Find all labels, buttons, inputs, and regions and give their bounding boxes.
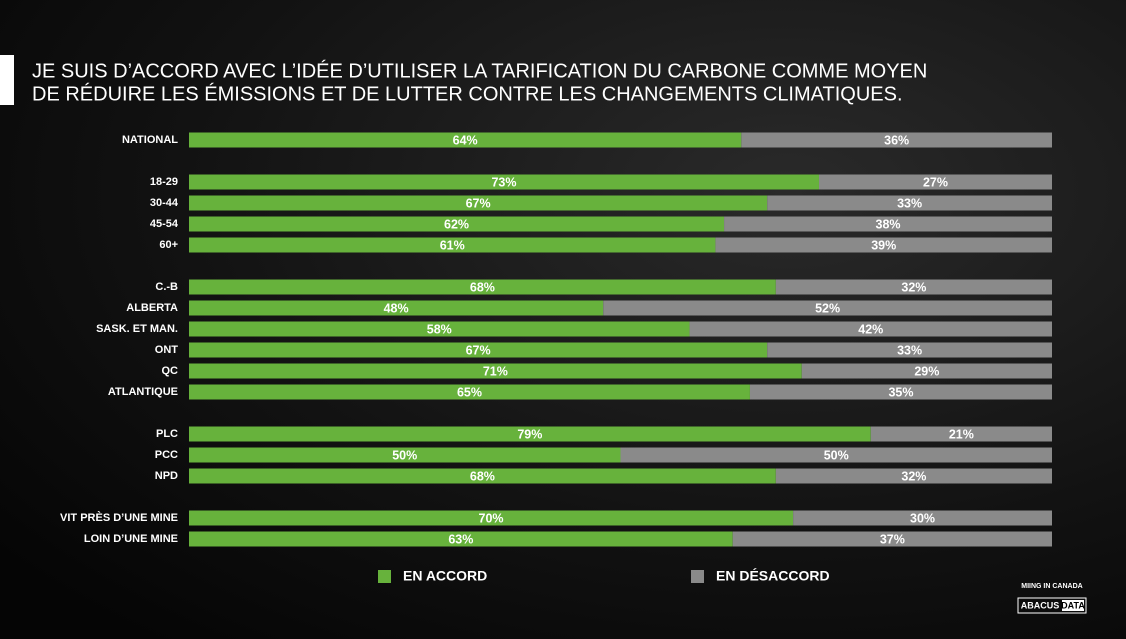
value-label: 39% — [871, 238, 896, 252]
bar-segment — [767, 195, 1052, 211]
y-tick-label: 18-29 — [150, 176, 178, 188]
y-tick-label: SASK. ET MAN. — [96, 323, 178, 335]
bar-segment — [793, 510, 1052, 526]
y-tick-label: PCC — [155, 449, 178, 461]
bar-segment — [189, 174, 819, 190]
value-label: 58% — [427, 322, 452, 336]
chart-title: DE RÉDUIRE LES ÉMISSIONS ET DE LUTTER CO… — [32, 82, 903, 105]
value-label: 68% — [470, 469, 495, 483]
bar-segment — [818, 174, 1052, 190]
value-label: 50% — [392, 448, 417, 462]
bar-segment — [741, 132, 1052, 148]
y-tick-label: QC — [162, 365, 179, 377]
logo-text: DATA — [1061, 600, 1085, 610]
bar-segment — [732, 531, 1052, 547]
y-tick-label: PLC — [156, 428, 178, 440]
y-tick-label: LOIN D’UNE MINE — [84, 533, 178, 545]
value-label: 67% — [466, 343, 491, 357]
value-label: 62% — [444, 217, 469, 231]
value-label: 35% — [888, 385, 913, 399]
y-tick-label: 30-44 — [150, 197, 179, 209]
value-label: 30% — [910, 511, 935, 525]
bar-segment — [749, 384, 1052, 400]
source: MIING IN CANADA — [1021, 583, 1082, 590]
value-label: 29% — [914, 364, 939, 378]
value-label: 70% — [479, 511, 504, 525]
bar-segment — [189, 321, 690, 337]
bar-segment — [189, 195, 768, 211]
bar-segment — [189, 300, 604, 316]
legend-label: EN ACCORD — [403, 568, 487, 584]
bar-segment — [689, 321, 1052, 337]
bar-segment — [189, 342, 768, 358]
bar-segment — [189, 426, 871, 442]
value-label: 63% — [448, 532, 473, 546]
logo-text: ABACUS — [1021, 600, 1060, 610]
value-label: 32% — [901, 469, 926, 483]
value-label: 67% — [466, 196, 491, 210]
value-label: 37% — [880, 532, 905, 546]
value-label: 33% — [897, 196, 922, 210]
chart-title: JE SUIS D’ACCORD AVEC L’IDÉE D’UTILISER … — [32, 59, 927, 82]
value-label: 42% — [858, 322, 883, 336]
bar-segment — [189, 531, 733, 547]
value-label: 64% — [453, 133, 478, 147]
y-tick-label: NPD — [155, 470, 178, 482]
y-tick-label: 60+ — [159, 239, 178, 251]
value-label: 52% — [815, 301, 840, 315]
value-label: 68% — [470, 280, 495, 294]
value-label: 32% — [901, 280, 926, 294]
bar-segment — [870, 426, 1052, 442]
y-tick-label: 45-54 — [150, 218, 179, 230]
bar-segment — [715, 237, 1052, 253]
legend-label: EN DÉSACCORD — [716, 568, 830, 584]
y-tick-label: ATLANTIQUE — [108, 386, 178, 398]
value-label: 21% — [949, 427, 974, 441]
corner-mark — [0, 55, 14, 105]
value-label: 33% — [897, 343, 922, 357]
bar-segment — [801, 363, 1052, 379]
bar-segment — [189, 447, 621, 463]
bar-segment — [724, 216, 1052, 232]
y-tick-label: NATIONAL — [122, 134, 178, 146]
bar-segment — [189, 384, 750, 400]
legend-swatch — [691, 570, 704, 583]
value-label: 50% — [824, 448, 849, 462]
value-label: 73% — [491, 175, 516, 189]
value-label: 61% — [440, 238, 465, 252]
value-label: 48% — [384, 301, 409, 315]
bar-segment — [603, 300, 1052, 316]
bar-segment — [189, 510, 794, 526]
bar-segment — [775, 468, 1052, 484]
value-label: 38% — [876, 217, 901, 231]
bar-segment — [189, 216, 725, 232]
value-label: 36% — [884, 133, 909, 147]
y-tick-label: ALBERTA — [126, 302, 178, 314]
bar-segment — [620, 447, 1052, 463]
bar-segment — [189, 468, 776, 484]
value-label: 79% — [517, 427, 542, 441]
y-tick-label: C.-B — [155, 281, 178, 293]
y-tick-label: VIT PRÈS D’UNE MINE — [60, 511, 178, 524]
bar-segment — [189, 237, 716, 253]
bar-segment — [189, 363, 802, 379]
value-label: 71% — [483, 364, 508, 378]
bar-segment — [767, 342, 1052, 358]
bar-segment — [189, 132, 742, 148]
bar-segment — [775, 279, 1052, 295]
legend-swatch — [378, 570, 391, 583]
logo-fill — [1062, 600, 1084, 611]
logo-box — [1017, 597, 1087, 614]
value-label: 27% — [923, 175, 948, 189]
y-tick-label: ONT — [155, 344, 179, 356]
value-label: 65% — [457, 385, 482, 399]
bar-segment — [189, 279, 776, 295]
